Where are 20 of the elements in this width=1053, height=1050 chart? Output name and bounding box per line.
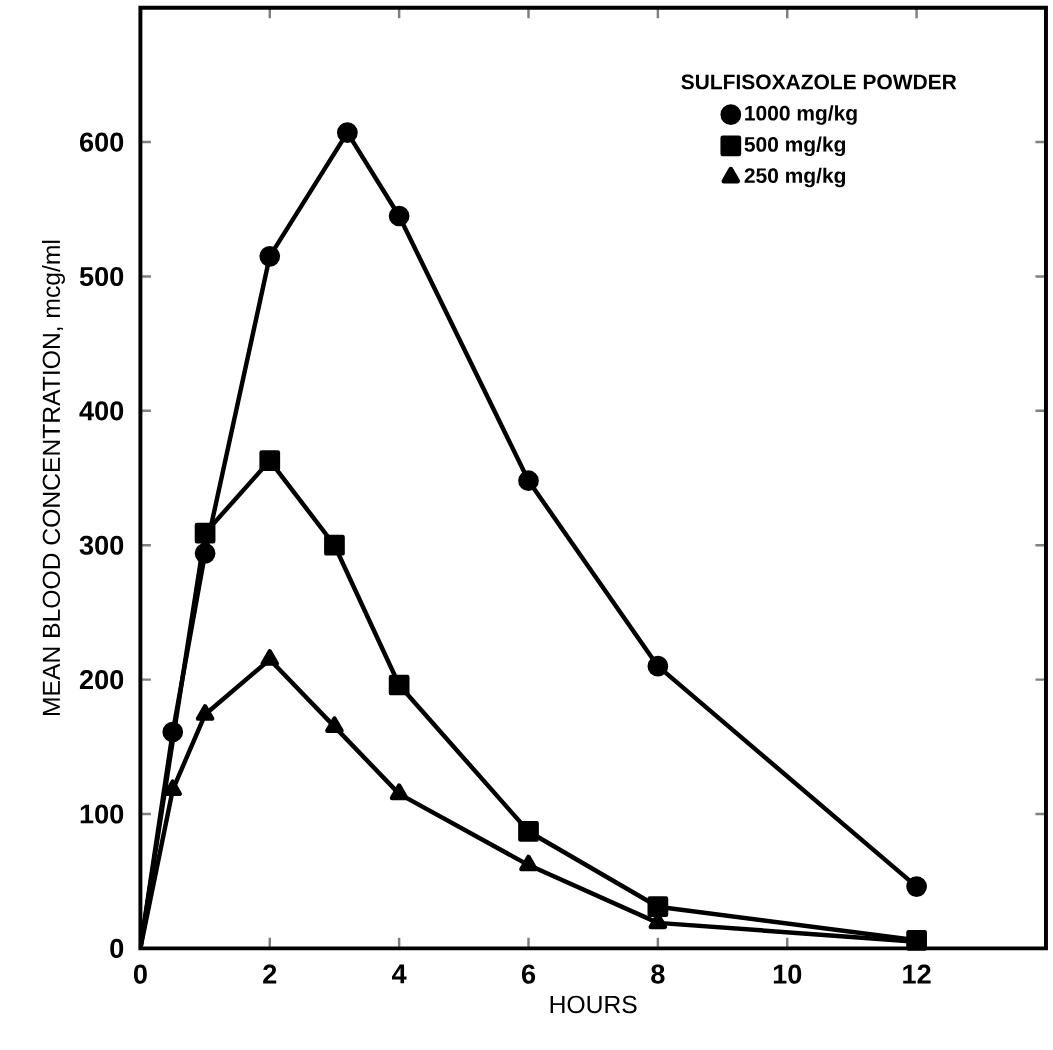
x-tick-label: 4 bbox=[392, 964, 407, 984]
legend-title: SULFISOXAZOLE POWDER bbox=[681, 74, 957, 90]
x-tick-label: 0 bbox=[133, 964, 147, 984]
x-tick-label: 12 bbox=[903, 964, 931, 984]
x-tick-label: 10 bbox=[773, 964, 802, 984]
x-tick-label: 8 bbox=[651, 964, 665, 984]
legend-label: 1000 mg/kg bbox=[745, 105, 857, 125]
y-tick-label: 600 bbox=[80, 132, 124, 152]
y-tick-label: 0 bbox=[110, 938, 124, 958]
y-tick-label: 400 bbox=[79, 401, 124, 421]
x-axis-title: HOURS bbox=[550, 995, 637, 1014]
y-axis-title: MEAN BLOOD CONCENTRATION, mcg/ml bbox=[42, 240, 65, 715]
legend-label: 250 mg/kg bbox=[744, 167, 846, 188]
y-tick-label: 500 bbox=[79, 266, 124, 287]
y-tick-label: 200 bbox=[79, 669, 124, 690]
x-tick-label: 6 bbox=[521, 964, 536, 984]
y-tick-label: 300 bbox=[79, 535, 124, 555]
legend-label: 500 mg/kg bbox=[744, 136, 846, 156]
y-tick-label: 100 bbox=[80, 804, 124, 824]
x-tick-label: 2 bbox=[263, 964, 277, 984]
